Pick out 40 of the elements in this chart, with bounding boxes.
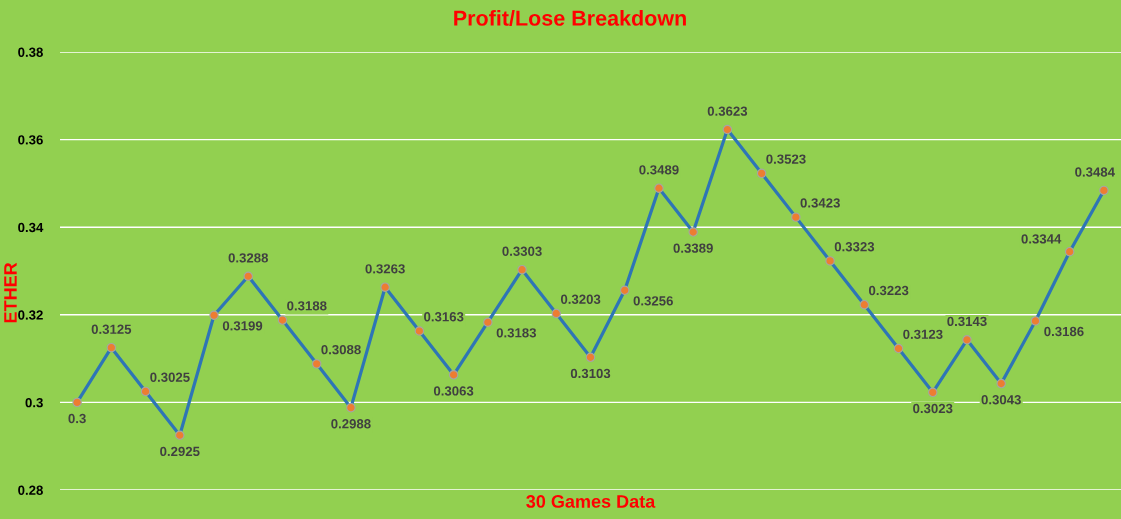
- data-label: 0.3188: [287, 301, 327, 311]
- data-label: 0.3389: [673, 243, 713, 253]
- chart-title: Profit/Lose Breakdown: [454, 9, 686, 26]
- y-tick-label: 0.32: [18, 310, 43, 320]
- data-label: 0.3183: [496, 328, 537, 338]
- y-tick-label: 0.38: [18, 47, 43, 57]
- data-label: 0.3: [68, 413, 86, 424]
- data-label: 0.3125: [91, 324, 132, 334]
- y-tick-label: 0.28: [18, 485, 43, 495]
- data-label: 0.3103: [570, 368, 611, 379]
- data-label: 0.3303: [502, 246, 542, 256]
- data-label: 0.2925: [160, 446, 200, 457]
- data-label: 0.3344: [1021, 234, 1062, 244]
- data-label: 0.3043: [981, 395, 1021, 405]
- data-label: 0.3203: [560, 294, 601, 304]
- y-tick-label: 0.36: [18, 135, 43, 145]
- data-label: 0.3025: [150, 372, 190, 382]
- data-label: 0.2988: [331, 419, 371, 429]
- y-axis-title: ETHER: [4, 262, 17, 323]
- data-label: 0.3489: [639, 165, 679, 175]
- data-label: 0.3256: [633, 296, 673, 306]
- data-label: 0.3123: [903, 329, 943, 339]
- data-label: 0.3288: [228, 253, 269, 263]
- data-label: 0.3263: [365, 264, 405, 274]
- data-label: 0.3088: [321, 344, 361, 355]
- data-label: 0.3023: [913, 403, 953, 414]
- data-label: 0.3523: [766, 154, 806, 164]
- y-tick-label: 0.34: [18, 222, 44, 233]
- data-label: 0.3484: [1075, 167, 1115, 177]
- data-label: 0.3423: [800, 198, 840, 208]
- x-axis-title: 30 Games Data: [526, 495, 656, 508]
- data-label: 0.3143: [947, 316, 987, 327]
- data-label: 0.3199: [222, 321, 263, 331]
- data-label: 0.3323: [834, 242, 875, 252]
- data-label: 0.3223: [868, 285, 909, 296]
- data-label: 0.3623: [707, 106, 748, 116]
- y-tick-label: 0.3: [25, 397, 43, 408]
- data-label: 0.3063: [433, 386, 474, 396]
- data-label: 0.3186: [1044, 326, 1084, 337]
- data-label: 0.3163: [424, 312, 464, 322]
